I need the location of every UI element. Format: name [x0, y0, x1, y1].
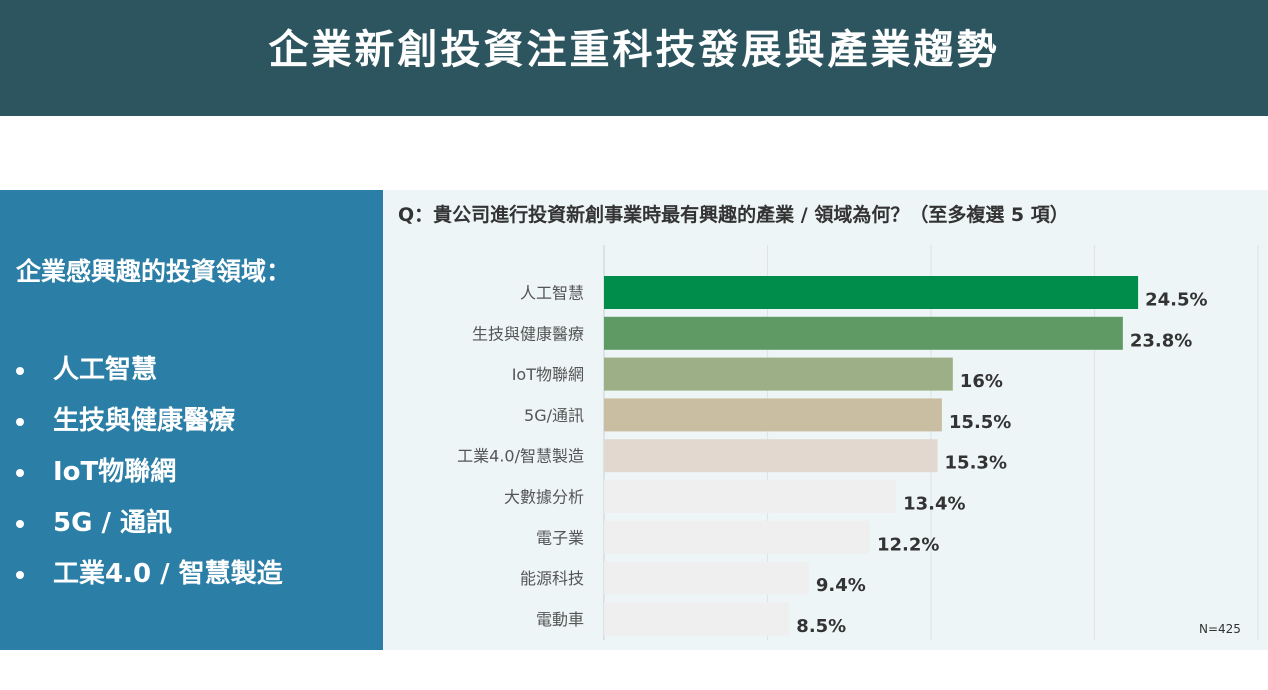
left-summary-panel: 企業感興趣的投資領域： 人工智慧 生技與健康醫療 IoT物聯網 5G / 通訊 … [0, 190, 383, 650]
category-label: IoT物聯網 [512, 365, 584, 384]
value-label: 12.2% [877, 534, 939, 555]
bar [604, 602, 790, 636]
value-label: 24.5% [1145, 290, 1207, 311]
bullet-item-label: IoT物聯網 [53, 457, 177, 487]
bullet-dot-icon [16, 418, 24, 426]
bullet-item-label: 5G / 通訊 [53, 508, 173, 538]
category-label: 能源科技 [520, 569, 584, 588]
category-label: 電子業 [536, 528, 584, 547]
bar [604, 439, 938, 473]
bullet-dot-icon [16, 469, 24, 477]
header-banner: 企業新創投資注重科技發展與產業趨勢 [0, 0, 1268, 116]
left-panel-heading: 企業感興趣的投資領域： [16, 257, 292, 286]
category-label: 人工智慧 [520, 284, 584, 303]
chart-title: Q：貴公司進行投資新創事業時最有興趣的產業 / 領域為何？（至多複選 5 項） [398, 204, 1069, 226]
value-label: 8.5% [796, 616, 846, 637]
chart-panel: Q：貴公司進行投資新創事業時最有興趣的產業 / 領域為何？（至多複選 5 項） … [383, 190, 1268, 650]
value-label: 23.8% [1130, 330, 1192, 351]
bullet-dot-icon [16, 520, 24, 528]
page-title: 企業新創投資注重科技發展與產業趨勢 [268, 27, 1000, 73]
bullet-item-label: 人工智慧 [53, 355, 158, 385]
bar [604, 398, 942, 432]
bar [604, 480, 897, 513]
bar [604, 276, 1139, 309]
value-label: 15.3% [945, 453, 1007, 474]
category-label: 大數據分析 [504, 488, 584, 507]
category-label: 工業4.0/智慧製造 [457, 447, 584, 466]
category-label: 生技與健康醫療 [472, 324, 584, 343]
bullet-item-label: 工業4.0 / 智慧製造 [53, 559, 283, 589]
bar [604, 316, 1123, 350]
sample-size-note: N=425 [1199, 622, 1241, 636]
bar-chart: 人工智慧 24.5% 生技與健康醫療 23.8% IoT物聯網 16% 5G/通訊 15.5%… [457, 245, 1259, 640]
bullet-item-label: 生技與健康醫療 [53, 406, 236, 436]
value-label: 16% [960, 371, 1003, 392]
value-label: 15.5% [949, 412, 1011, 433]
category-label: 5G/通訊 [524, 406, 584, 425]
value-label: 13.4% [903, 494, 965, 515]
bar [604, 357, 953, 391]
category-label: 電動車 [536, 610, 584, 629]
bar [604, 520, 870, 554]
bullet-dot-icon [16, 367, 24, 375]
bar [604, 561, 809, 595]
bullet-dot-icon [16, 571, 24, 579]
value-label: 9.4% [816, 575, 866, 596]
